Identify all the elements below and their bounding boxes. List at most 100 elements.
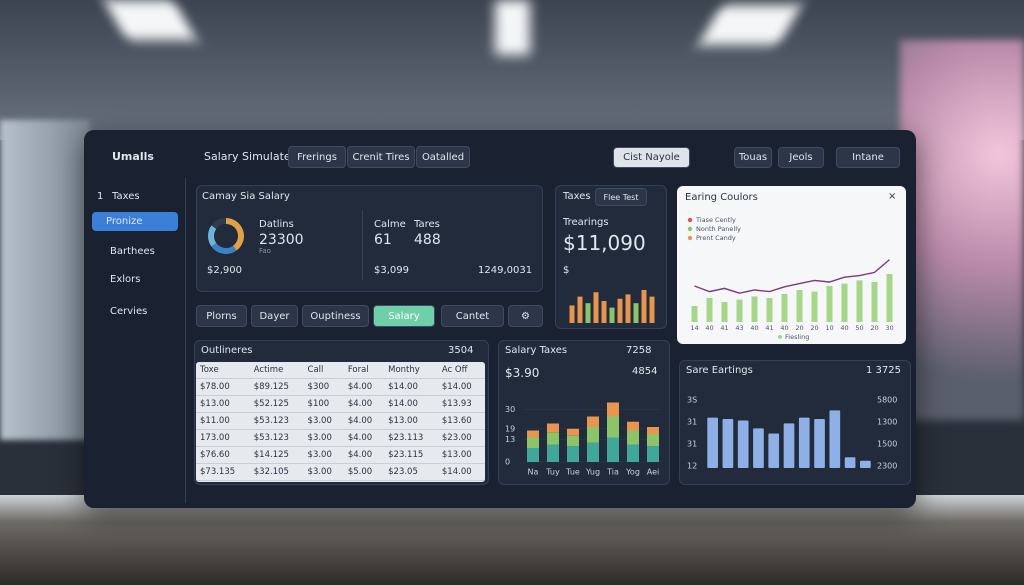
table-cell: $13.00 — [196, 395, 250, 413]
value: $3.90 — [505, 366, 540, 380]
table-row: $13.00 $52.125 $100 $4.00 $14.00 $13.93 — [196, 395, 485, 413]
window — [0, 120, 90, 440]
action[interactable]: Intane — [836, 147, 900, 168]
badge: 7258 — [626, 345, 652, 356]
x-tick-label: 50 — [855, 324, 863, 332]
glow — [900, 40, 1024, 420]
table-area: Toxe Actime Call Foral Monthy Ac Off $78.00 $89… — [196, 362, 485, 482]
x-tick-label: 14 — [690, 324, 698, 332]
table-cell: $4.00 — [343, 412, 385, 430]
dropdown[interactable]: Cist Nayole — [613, 147, 690, 168]
footer-value: $3,099 — [374, 265, 409, 276]
bar-segment — [527, 430, 539, 438]
button[interactable]: Salary — [373, 305, 435, 327]
table-cell: $13.00 — [384, 412, 438, 430]
card-title: Camay Sia Salary — [202, 191, 290, 202]
y-label: 31 — [687, 440, 697, 449]
bar — [856, 280, 863, 322]
x-tick-label: 40 — [780, 324, 788, 332]
sidebar-divider — [185, 178, 186, 503]
sidebar-item[interactable]: Exlors — [110, 274, 141, 285]
x-tick-label: Aei — [647, 468, 659, 477]
bar — [617, 298, 623, 323]
table-cell: $76.60 — [196, 446, 250, 464]
icon-button[interactable]: ⚙ — [508, 305, 543, 327]
bar — [721, 302, 728, 322]
table-cell: $23.115 — [384, 446, 438, 464]
bar — [633, 303, 639, 323]
table-cell: $4.00 — [343, 378, 385, 396]
table-cell: $14.00 — [384, 378, 438, 396]
bar — [609, 307, 615, 323]
tab[interactable]: Crenit Tires — [347, 146, 415, 168]
footer-value: $2,900 — [207, 265, 242, 276]
button[interactable]: Ouptiness — [302, 305, 369, 327]
sidebar-item[interactable]: Taxes — [112, 191, 140, 202]
y-label: 1500 — [877, 440, 897, 449]
card-title: Outlineres — [201, 345, 253, 356]
app-title: Salary Simulater — [204, 150, 296, 163]
close-icon[interactable]: × — [888, 191, 897, 202]
table-cell: $32.105 — [249, 463, 304, 481]
table-cell: $3.00 — [303, 412, 344, 430]
bar — [766, 298, 773, 322]
legend-dot — [687, 217, 693, 223]
desk — [0, 495, 1024, 585]
donut-segment — [208, 225, 217, 247]
y-tick-label: 30 — [505, 405, 515, 414]
tab[interactable]: Frerings — [288, 146, 346, 168]
badge: 4854 — [632, 366, 658, 377]
table-cell: Ac Off — [437, 362, 485, 379]
x-tick-label: Tue — [565, 468, 580, 477]
legend-dot — [687, 235, 693, 241]
table-cell: Monthy — [384, 362, 438, 379]
bar — [844, 457, 856, 468]
stacked-bar-chart: 0 13 19 30 Na Tuy Tue Yug Tia Yog Aei — [505, 402, 661, 477]
legend-label: Fiesling — [785, 333, 809, 341]
button[interactable]: Flee Test — [595, 188, 647, 206]
button[interactable]: Plorns — [196, 305, 247, 327]
bar-segment — [647, 446, 659, 462]
line — [694, 259, 890, 294]
bar — [886, 274, 893, 322]
x-tick-label: 40 — [840, 324, 848, 332]
sidebar-item[interactable]: Cervies — [110, 306, 148, 317]
table-cell: $23.113 — [384, 429, 438, 447]
table-cell: $3.00 — [303, 446, 344, 464]
x-tick-label: 20 — [795, 324, 803, 332]
table-cell: $300 — [303, 378, 344, 396]
x-tick-label: 41 — [765, 324, 773, 332]
big-value: $11,090 — [563, 231, 646, 255]
action[interactable]: Touas — [734, 147, 772, 168]
sidebar-item[interactable]: Pronize — [92, 212, 178, 231]
x-tick-label: Tuy — [545, 468, 560, 477]
bar — [706, 298, 713, 322]
badge: 3504 — [448, 345, 474, 356]
salary-taxes-card — [498, 340, 670, 485]
action[interactable]: Jeols — [778, 147, 824, 168]
value: 23300 — [259, 232, 304, 248]
legend-label: Tiase Cently — [695, 216, 736, 224]
x-tick-label: 43 — [735, 324, 743, 332]
x-tick-label: 40 — [705, 324, 713, 332]
table-cell: Actime — [249, 362, 304, 379]
bar-segment — [627, 444, 639, 462]
bar — [768, 433, 780, 468]
y-label: 31 — [687, 418, 697, 427]
legend-label: Prent Candy — [696, 234, 736, 242]
table-row: $73.135 $32.105 $3.00 $5.00 $23.05 $14.00 — [196, 463, 485, 481]
button[interactable]: Cantet — [441, 305, 504, 327]
bar-segment — [587, 416, 599, 427]
earning-card — [677, 186, 906, 344]
table-cell: $13.60 — [437, 412, 485, 430]
sidebar-item[interactable]: Barthees — [110, 246, 155, 257]
tab[interactable]: Oatalled — [416, 146, 470, 168]
button[interactable]: Dayer — [251, 305, 298, 327]
logo[interactable]: Umalls — [112, 150, 154, 163]
bar-chart: 3S 31 31 12 5800 1300 1500 2300 — [687, 396, 897, 471]
table-cell: $4.00 — [343, 429, 385, 447]
table-cell: $14.00 — [437, 463, 485, 481]
bar-segment — [627, 430, 639, 445]
